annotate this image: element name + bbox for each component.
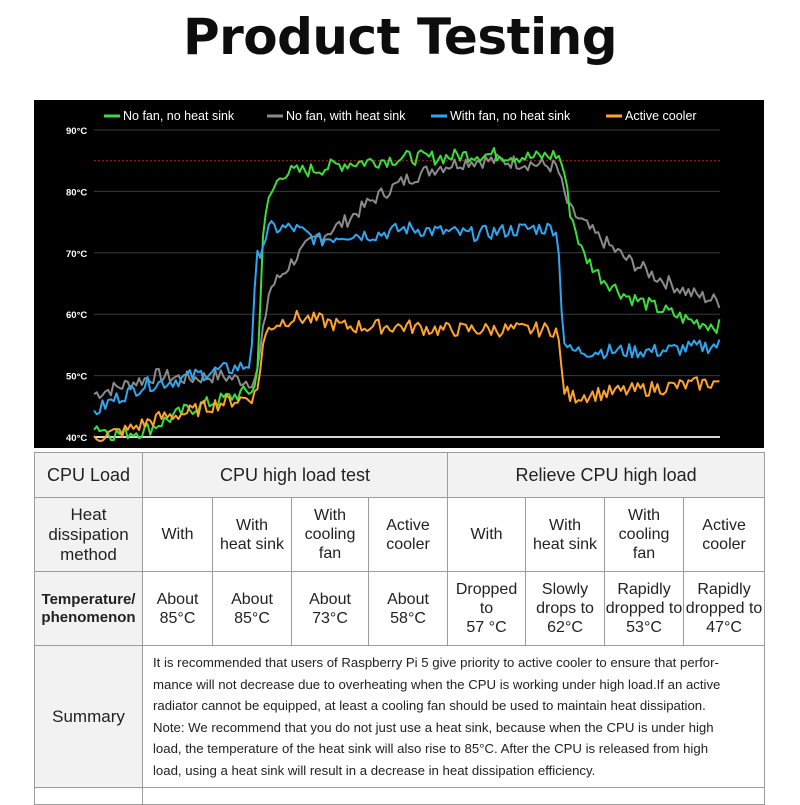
summary-line: mance will not decrease due to overheati…: [153, 676, 721, 692]
relieve-load-header: Relieve CPU high load: [447, 452, 766, 498]
temperature-cell: Rapidly dropped to 47°C: [683, 571, 766, 646]
method-cell: With: [447, 497, 527, 572]
temperature-cell: Dropped to 57 °C: [447, 571, 527, 646]
y-tick-label: 60°C: [66, 310, 87, 321]
series-line: [93, 309, 720, 442]
summary-line: Note: We recommend that you do not just …: [153, 719, 714, 735]
legend-label: Active cooler: [625, 109, 697, 123]
legend-label: With fan, no heat sink: [450, 109, 571, 123]
series-line: [93, 220, 721, 416]
temperature-chart: 40°C 50°C 60°C 70°C 80°C 90°C No fan, no heat …: [34, 100, 764, 448]
method-cell: With heat sink: [525, 497, 606, 572]
summary-line: radiator cannot be equipped, at least a …: [153, 698, 706, 713]
legend-label: No fan, with heat sink: [286, 109, 406, 123]
summary-line: load, using a heat sink will result in a…: [153, 762, 596, 778]
summary-label: Summary: [34, 645, 143, 788]
series-line: [93, 153, 721, 399]
temperature-cell: Rapidly dropped to 53°C: [604, 571, 685, 646]
results-table: CPU Load CPU high load test Relieve CPU …: [34, 452, 766, 805]
y-tick-label: 40°C: [66, 433, 87, 444]
method-cell: With: [142, 497, 213, 572]
y-tick-label: 50°C: [66, 372, 87, 383]
method-cell: With heat sink: [212, 497, 292, 572]
temperature-cell: About 85°C: [142, 571, 213, 646]
cpu-load-header: CPU Load: [34, 452, 143, 498]
temperature-phenomenon-label: Temperature/ phenomenon: [34, 571, 143, 646]
method-cell: Active cooler: [367, 497, 449, 572]
footer-cell-right: [141, 787, 766, 805]
heat-dissipation-method-label: Heat dissipation method: [34, 497, 143, 572]
method-cell: Active cooler: [683, 497, 766, 572]
summary-text: It is recommended that users of Raspberr…: [141, 645, 766, 788]
footer-cell-left: [34, 787, 143, 805]
y-tick-label: 70°C: [66, 249, 87, 260]
y-tick-label: 80°C: [66, 187, 87, 198]
temperature-cell: About 85°C: [212, 571, 292, 646]
summary-line: load, the temperature of the heat sink w…: [153, 741, 709, 756]
summary-line: It is recommended that users of Raspberr…: [153, 655, 719, 670]
temperature-cell: About 73°C: [291, 571, 369, 646]
page-title: Product Testing: [182, 8, 618, 66]
y-tick-label: 90°C: [66, 126, 87, 137]
method-cell: With cooling fan: [291, 497, 369, 572]
temperature-cell: Slowly drops to 62°C: [525, 571, 606, 646]
chart-svg: 40°C 50°C 60°C 70°C 80°C 90°C No fan, no heat …: [66, 109, 721, 444]
legend-label: No fan, no heat sink: [123, 109, 235, 123]
temperature-cell: About 58°C: [367, 571, 449, 646]
high-load-header: CPU high load test: [141, 452, 449, 498]
method-cell: With cooling fan: [604, 497, 685, 572]
